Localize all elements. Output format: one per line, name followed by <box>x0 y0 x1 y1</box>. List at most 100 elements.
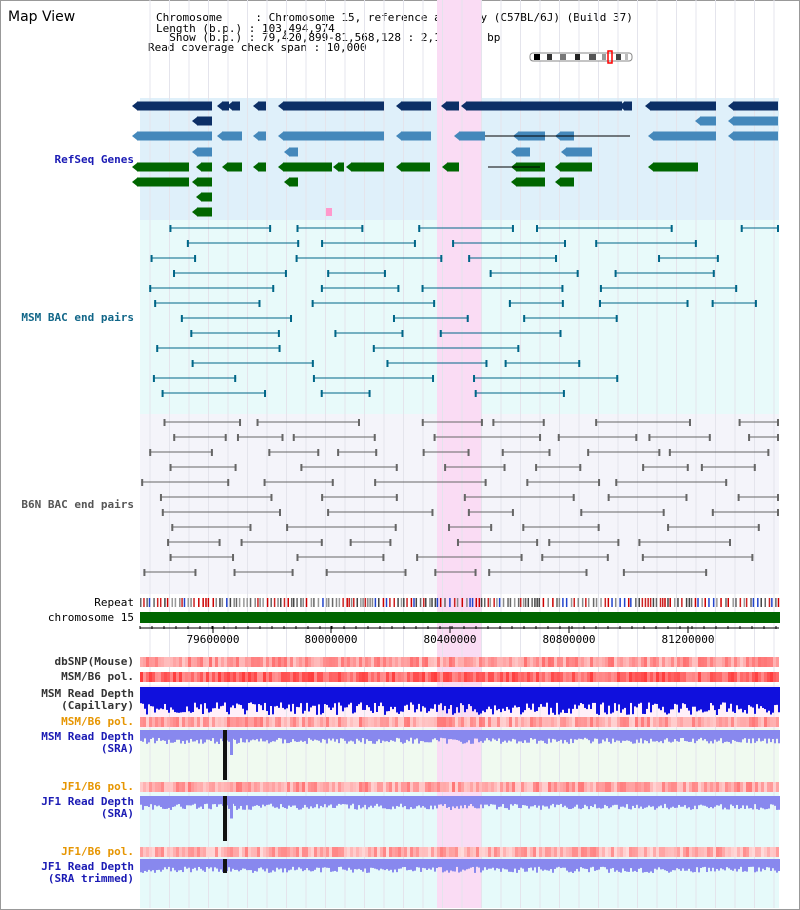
pol-cell <box>524 717 527 727</box>
repeat-element <box>669 598 671 607</box>
repeat-track[interactable] <box>140 598 780 607</box>
depth-bar <box>296 730 298 742</box>
chromosome-ideogram[interactable] <box>529 50 633 64</box>
depth-bar <box>404 687 406 706</box>
read-depth-tracks[interactable] <box>140 687 780 873</box>
depth-bar <box>594 796 596 805</box>
pol-cell <box>569 782 572 792</box>
depth-bar <box>152 796 154 810</box>
ideogram-body <box>529 52 633 62</box>
depth-bar <box>696 796 698 810</box>
depth-bar <box>516 796 518 805</box>
bac-end <box>290 315 293 322</box>
pol-cell <box>449 672 452 682</box>
bac-end <box>297 240 300 247</box>
depth-bar <box>580 796 582 810</box>
gene-strand-arrow <box>454 132 459 140</box>
pol-cell <box>548 672 551 682</box>
pol-cell <box>188 657 191 667</box>
depth-bar <box>474 687 476 710</box>
repeat-element <box>489 598 492 607</box>
pol-cell <box>641 657 644 667</box>
pol-cell <box>281 847 284 857</box>
bac-end <box>670 225 673 232</box>
depth-bar <box>468 687 470 705</box>
chromosome-track[interactable] <box>140 612 780 623</box>
pol-cell <box>758 782 761 792</box>
bac-end <box>642 464 645 471</box>
bac-end <box>397 285 400 292</box>
gene-feature <box>137 101 212 111</box>
pol-cell <box>269 717 272 727</box>
depth-bar <box>418 859 420 868</box>
pol-cell <box>332 672 335 682</box>
bac-end <box>658 255 661 262</box>
pol-cell <box>587 717 590 727</box>
pol-cell <box>311 782 314 792</box>
pol-cell <box>143 847 146 857</box>
bac-end <box>511 509 514 516</box>
pol-cell <box>725 847 728 857</box>
depth-bar <box>280 859 282 869</box>
depth-bar <box>458 859 460 873</box>
depth-bar <box>724 730 726 742</box>
ideogram-position-marker <box>607 50 613 64</box>
pol-cell <box>314 672 317 682</box>
b6n-bac-track[interactable] <box>141 419 779 576</box>
pol-cell <box>194 717 197 727</box>
pol-cell <box>413 657 416 667</box>
pol-cell <box>680 782 683 792</box>
depth-bar <box>648 687 650 703</box>
polymorphism-tracks[interactable] <box>140 657 779 857</box>
pol-cell <box>467 717 470 727</box>
repeat-element <box>498 598 501 607</box>
depth-bar <box>504 859 506 870</box>
pol-cell <box>719 782 722 792</box>
depth-bar <box>724 859 726 871</box>
depth-bar <box>424 859 426 869</box>
depth-bar <box>162 730 164 741</box>
msm-bac-track[interactable] <box>149 225 779 397</box>
depth-bar <box>562 859 564 868</box>
gene-feature <box>653 131 716 141</box>
repeat-element <box>235 598 238 607</box>
gene-feature <box>232 101 240 111</box>
pol-cell <box>389 717 392 727</box>
depth-bar <box>656 796 658 809</box>
depth-bar <box>704 730 706 740</box>
pol-cell <box>407 672 410 682</box>
repeat-element <box>471 598 474 607</box>
pol-cell <box>530 717 533 727</box>
pol-cell <box>599 672 602 682</box>
gene-strand-arrow <box>278 163 283 171</box>
pol-cell <box>251 672 254 682</box>
depth-bar <box>734 796 736 809</box>
pol-cell <box>773 657 776 667</box>
bac-end <box>418 225 421 232</box>
depth-bar <box>496 730 498 741</box>
pol-cell <box>182 847 185 857</box>
pol-cell <box>251 717 254 727</box>
pol-cell <box>575 782 578 792</box>
depth-bar <box>256 796 258 806</box>
depth-bar <box>652 730 654 742</box>
depth-bar <box>516 730 518 744</box>
pol-cell <box>161 717 164 727</box>
pol-cell <box>221 717 224 727</box>
depth-bar <box>654 859 656 869</box>
depth-bar <box>498 796 500 807</box>
depth-bar <box>524 796 526 806</box>
repeat-element <box>595 598 598 607</box>
refseq-gene-track[interactable] <box>132 101 778 217</box>
pol-cell <box>665 657 668 667</box>
pol-cell <box>305 717 308 727</box>
pol-cell <box>662 657 665 667</box>
pol-cell <box>716 672 719 682</box>
repeat-element <box>406 598 408 607</box>
bac-end <box>278 509 281 516</box>
bac-end <box>434 569 437 576</box>
depth-bar <box>380 687 382 703</box>
depth-bar <box>434 687 436 705</box>
depth-bar <box>766 796 768 810</box>
